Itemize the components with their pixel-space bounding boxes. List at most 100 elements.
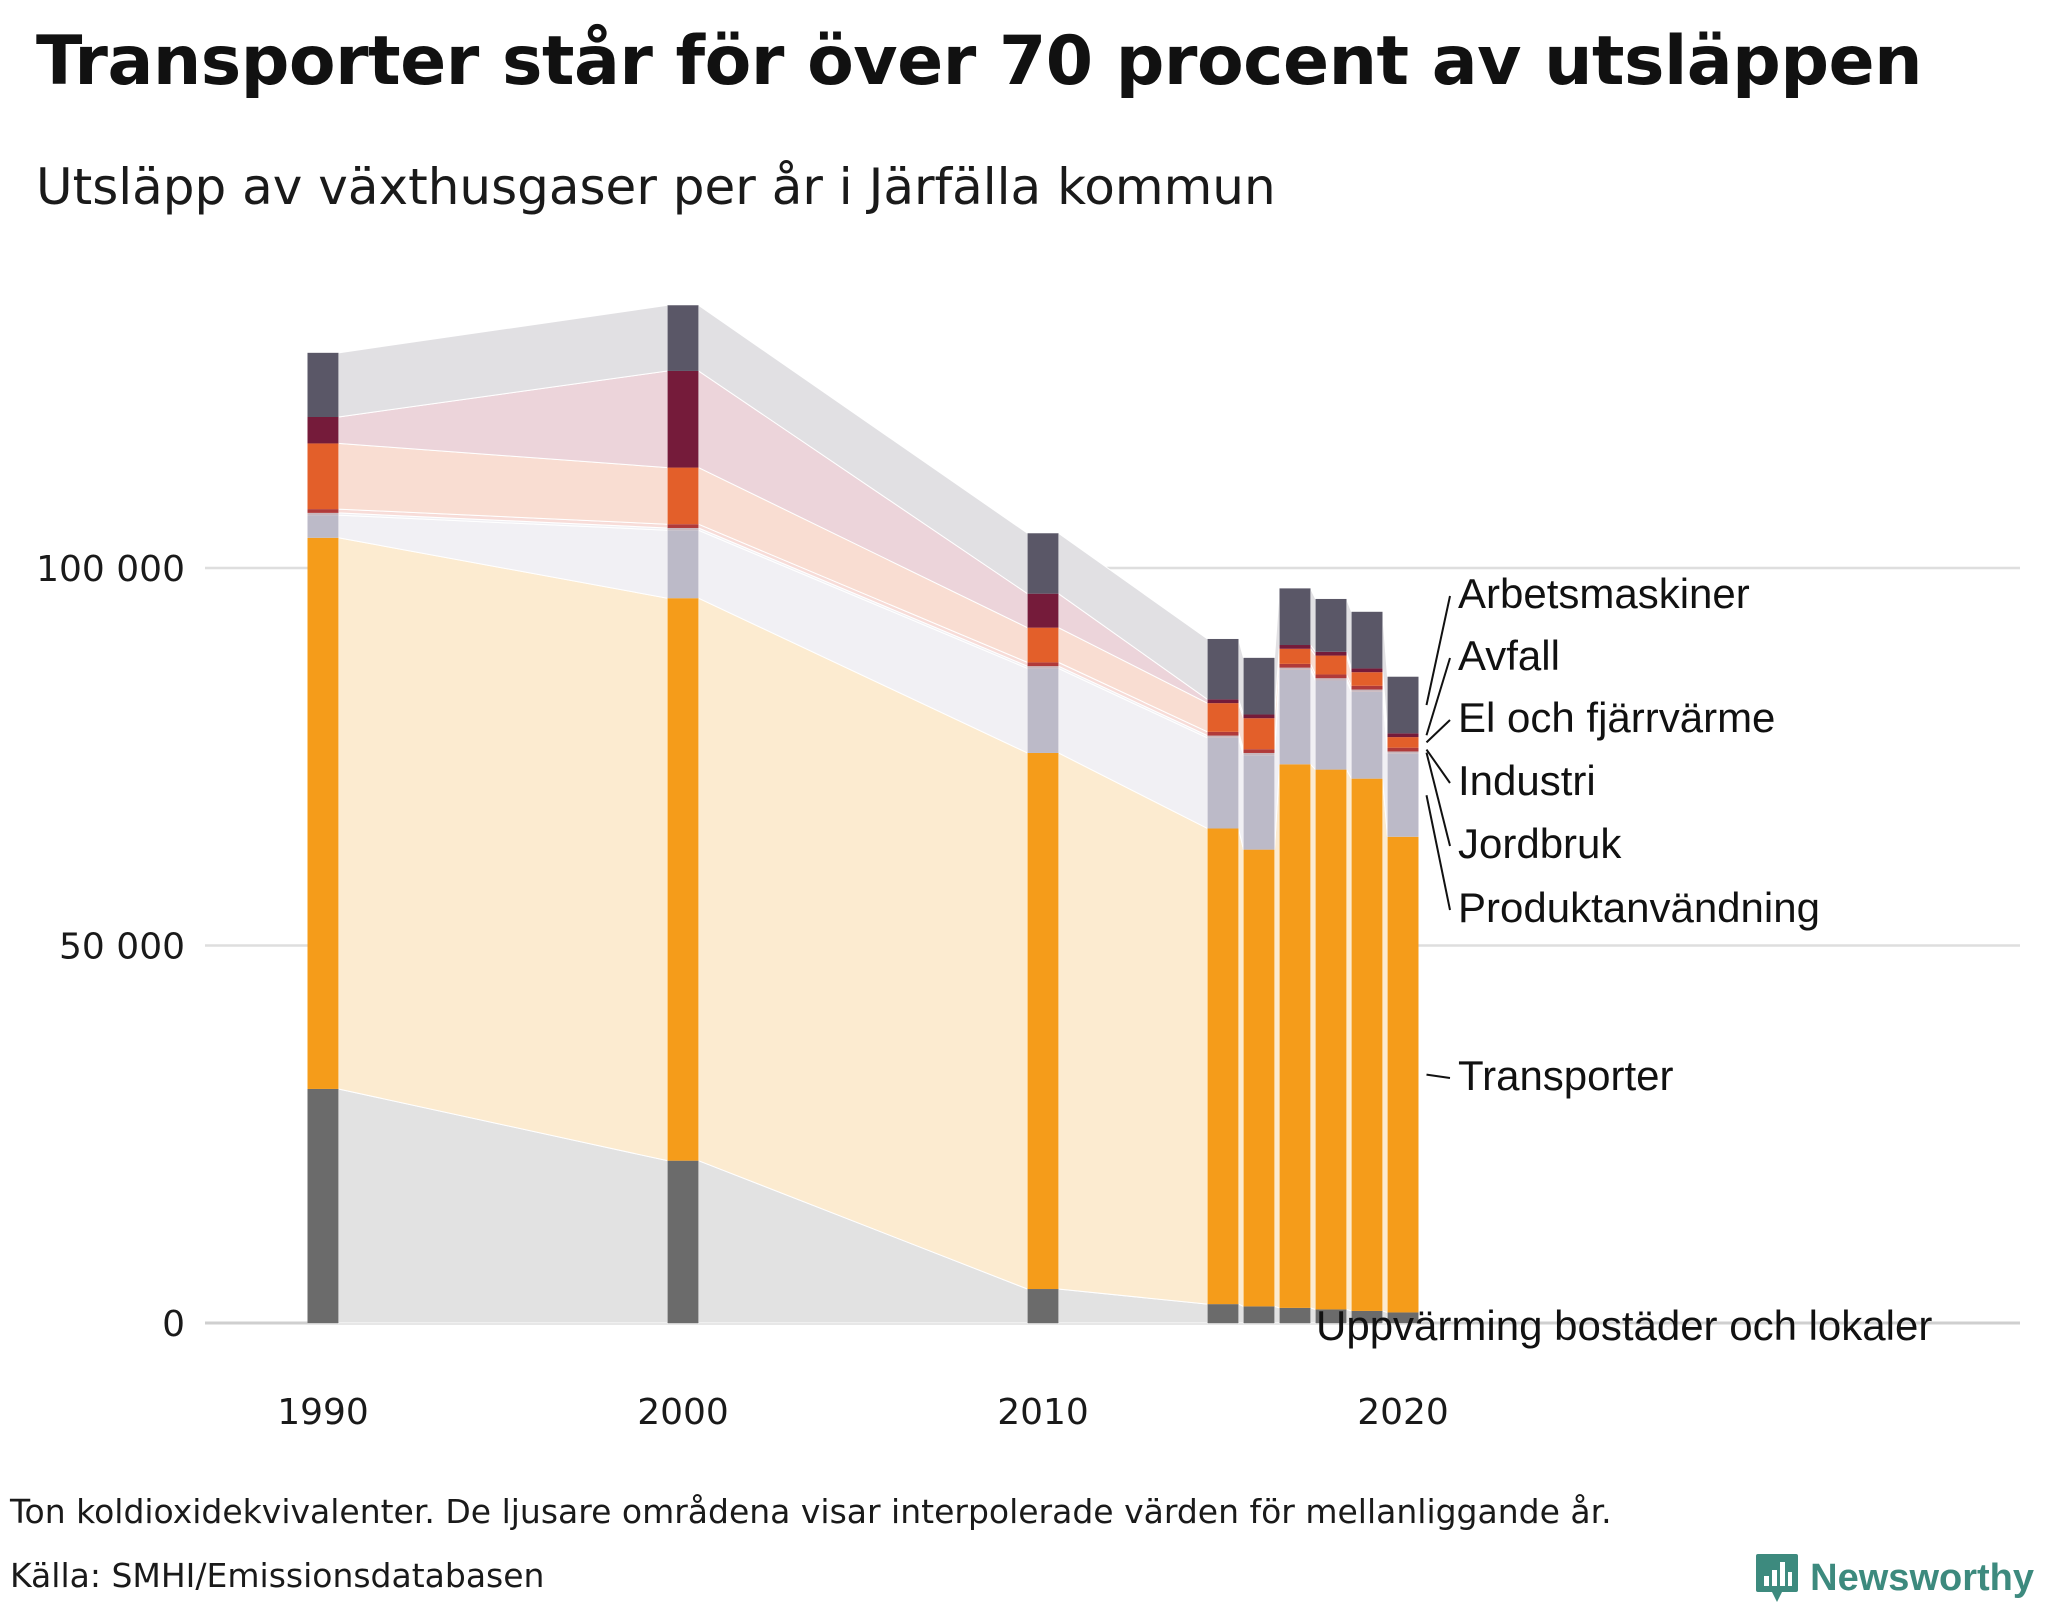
leader-transporter [1426,1073,1451,1079]
bar-arbetsmaskiner-1990 [307,352,339,417]
bar-el-och-fjarrvarme-2015 [1207,703,1239,732]
bar-avfall-1990 [307,417,339,444]
bar-avfall-2010 [1027,593,1059,628]
bar-uppvarming-bostader-och-lokaler-2015 [1207,1304,1239,1323]
bar-arbetsmaskiner-2019 [1351,611,1383,669]
bar-jordbruk-2020 [1387,751,1419,754]
area-produktanvandning [1238,737,1244,850]
bar-arbetsmaskiner-2020 [1387,676,1419,734]
bar-jordbruk-2010 [1027,666,1059,669]
y-tick-label: 100 000 [36,549,185,590]
bar-industri-2015 [1207,731,1239,736]
bar-arbetsmaskiner-2010 [1027,533,1059,594]
leader-arbetsmaskiner [1425,595,1451,706]
series-label-uppvarming-bostader-och-lokaler: Uppvärming bostäder och lokaler [1316,1302,1932,1349]
bar-uppvarming-bostader-och-lokaler-2019 [1351,1310,1383,1323]
series-label-el-och-fjarrvarme: El och fjärrvärme [1458,694,1775,741]
bar-el-och-fjarrvarme-2000 [667,467,699,525]
bar-jordbruk-2016 [1243,752,1275,756]
bar-transporter-2016 [1243,849,1275,1307]
page-subtitle: Utsläpp av växthusgaser per år i Järfäll… [36,158,1276,216]
bar-arbetsmaskiner-2016 [1243,657,1275,715]
newsworthy-logo-icon [1756,1554,1799,1602]
bar-el-och-fjarrvarme-2010 [1027,627,1059,663]
bar-industri-1990 [307,509,339,513]
bar-avfall-2015 [1207,699,1239,704]
brand-logo: Newsworthy [1754,1552,2034,1604]
y-tick-label: 50 000 [59,927,185,968]
area-arbetsmaskiner [1310,588,1316,654]
bar-industri-2010 [1027,662,1059,667]
bars [307,305,1419,1323]
bar-avfall-2020 [1387,733,1419,738]
bar-jordbruk-2019 [1351,689,1383,692]
bar-jordbruk-2000 [667,527,699,531]
bar-produktanvandning-2020 [1387,753,1419,837]
bar-transporter-2020 [1387,836,1419,1313]
area-produktanvandning [1346,680,1352,779]
bar-produktanvandning-2000 [667,530,699,599]
area-transporter [1310,763,1316,1311]
bar-uppvarming-bostader-och-lokaler-2020 [1387,1312,1419,1323]
area-transporter [338,537,668,1162]
area-uppvarming-bostader-och-lokaler [1238,1303,1244,1324]
bar-jordbruk-1990 [307,512,339,516]
bar-transporter-2010 [1027,752,1059,1290]
series-label-arbetsmaskiner: Arbetsmaskiner [1458,570,1750,617]
bar-transporter-2019 [1351,778,1383,1311]
bar-el-och-fjarrvarme-2016 [1243,718,1275,750]
bar-industri-2016 [1243,749,1275,753]
bar-uppvarming-bostader-och-lokaler-2018 [1315,1309,1347,1323]
bar-produktanvandning-2017 [1279,669,1311,765]
bar-industri-2000 [667,524,699,528]
label-leader-lines [1425,595,1451,1079]
area-uppvarming-bostader-och-lokaler [1274,1305,1280,1324]
bar-jordbruk-2018 [1315,678,1347,681]
bar-produktanvandning-2019 [1351,691,1383,779]
bar-avfall-2000 [667,370,699,468]
bar-avfall-2019 [1351,668,1383,673]
bar-el-och-fjarrvarme-2019 [1351,672,1383,686]
bar-produktanvandning-2018 [1315,680,1347,770]
series-label-industri: Industri [1458,757,1596,804]
y-axis-ticks: 0 50 000 100 000 [36,549,185,1345]
area-transporter [1274,764,1280,1309]
bar-arbetsmaskiner-2000 [667,305,699,371]
leader-el-och-fjarrvarme [1425,719,1451,744]
area-uppvarming-bostader-och-lokaler [1310,1307,1316,1324]
bar-transporter-2000 [667,598,699,1161]
leader-industri [1425,749,1451,784]
bar-transporter-1990 [307,537,339,1089]
bar-uppvarming-bostader-och-lokaler-2000 [667,1160,699,1323]
bar-avfall-2018 [1315,651,1347,656]
bar-transporter-2017 [1279,764,1311,1308]
bar-uppvarming-bostader-och-lokaler-2016 [1243,1306,1275,1323]
page-title: Transporter står för över 70 procent av … [36,22,1923,101]
bar-jordbruk-2017 [1279,667,1311,670]
series-label-produktanvandning: Produktanvändning [1458,884,1820,931]
bar-arbetsmaskiner-2017 [1279,588,1311,646]
series-label-jordbruk: Jordbruk [1458,820,1622,867]
bar-industri-2019 [1351,685,1383,690]
interpolated-areas [338,304,1388,1324]
x-axis-ticks: 1990 2000 2010 2020 [277,1392,1449,1433]
x-tick-label: 2020 [1357,1392,1449,1433]
y-tick-label: 0 [162,1304,185,1345]
area-transporter [1382,778,1388,1314]
area-transporter [1238,828,1244,1308]
bar-arbetsmaskiner-2015 [1207,638,1239,700]
x-tick-label: 2000 [637,1392,729,1433]
bar-produktanvandning-2016 [1243,755,1275,850]
bar-arbetsmaskiner-2018 [1315,598,1347,652]
leader-produktanvandning [1425,795,1451,911]
leader-avfall [1425,657,1451,736]
bar-avfall-2016 [1243,714,1275,719]
area-transporter [1058,752,1208,1305]
brand-name: Newsworthy [1810,1556,2034,1599]
bar-avfall-2017 [1279,645,1311,649]
bar-uppvarming-bostader-och-lokaler-1990 [307,1088,339,1323]
area-transporter [1346,769,1352,1312]
bar-produktanvandning-2015 [1207,737,1239,829]
x-tick-label: 2010 [997,1392,1089,1433]
